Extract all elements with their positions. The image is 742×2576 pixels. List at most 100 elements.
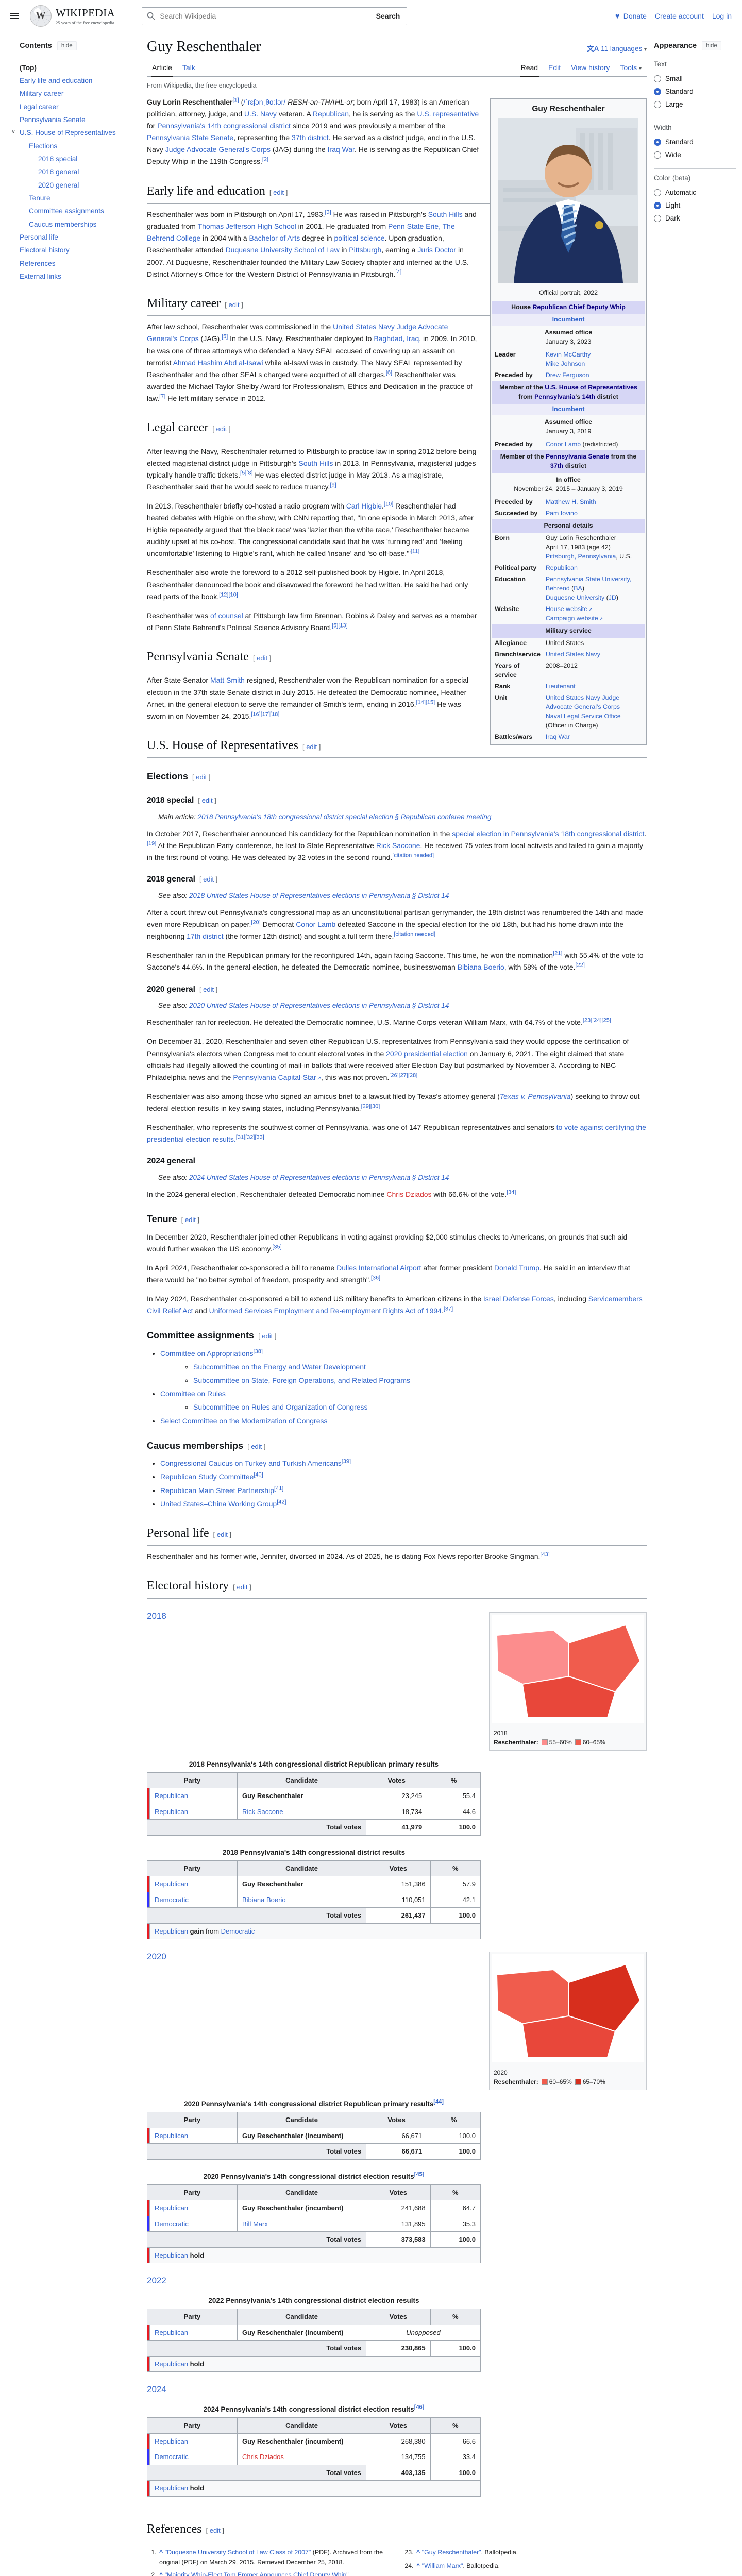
tab-view-history[interactable]: View history	[571, 63, 610, 72]
toc-item-military-career[interactable]: Military career	[20, 88, 142, 100]
wiki-link[interactable]: Pennsylvania Senate	[545, 453, 610, 461]
reference-sup[interactable]: [5][13]	[332, 622, 348, 629]
reference-marker[interactable]: [22]	[575, 962, 585, 969]
appearance-option-wide[interactable]: Wide	[654, 148, 736, 161]
appearance-hide-button[interactable]: hide	[702, 41, 721, 50]
backlink-caret[interactable]: ^	[416, 2549, 422, 2556]
reference-marker[interactable]: [11]	[410, 548, 420, 555]
wiki-link[interactable]: Duquesne University School of Law	[225, 246, 340, 255]
party-link[interactable]: Republican	[155, 1807, 189, 1816]
edit-link[interactable]: edit	[209, 2526, 221, 2534]
wiki-link[interactable]: special election in Pennsylvania's 18th …	[452, 829, 645, 838]
radio-icon[interactable]	[654, 138, 661, 146]
wiki-link[interactable]: Uniformed Services Employment and Re-emp…	[209, 1307, 442, 1315]
languages-button[interactable]: 文A 11 languages ▾	[587, 45, 647, 53]
reference-marker[interactable]: [40]	[254, 1471, 263, 1478]
reference-marker[interactable]: [31][32][33]	[235, 1134, 264, 1141]
reference-sup[interactable]: [10]	[384, 501, 393, 507]
reference-sup[interactable]: [4]	[395, 269, 401, 275]
wiki-link[interactable]: Subcommittee on Rules and Organization o…	[193, 1403, 368, 1412]
party-link[interactable]: Republican	[155, 2437, 189, 2445]
toc-item-2018-special[interactable]: 2018 special	[20, 152, 142, 165]
reference-sup[interactable]: [19]	[147, 840, 156, 846]
party-link[interactable]: Democratic	[155, 2453, 189, 2461]
contents-hide-button[interactable]: hide	[57, 41, 77, 50]
wiki-link[interactable]: Naval Legal Service Office	[545, 712, 621, 720]
wiki-link[interactable]: Israel Defense Forces	[483, 1295, 554, 1303]
edit-link[interactable]: edit	[262, 1332, 273, 1341]
toc-link[interactable]: Elections	[29, 142, 58, 150]
reference-sup[interactable]: [42]	[277, 1499, 286, 1505]
reference-sup[interactable]: [39]	[342, 1459, 351, 1465]
wiki-link[interactable]: /ˈrɛʃənˌθɑːlər/	[243, 98, 286, 106]
edit-link[interactable]: edit	[228, 300, 240, 309]
wiki-link[interactable]: Republican	[545, 564, 578, 572]
toc-item-references[interactable]: References	[20, 257, 142, 270]
edit-link[interactable]: edit	[257, 654, 268, 662]
wiki-link[interactable]: Bill Marx	[242, 2219, 268, 2228]
reference-sup[interactable]: [6]	[386, 369, 392, 376]
appearance-option-automatic[interactable]: Automatic	[654, 186, 736, 199]
wiki-link[interactable]: Matt Smith	[210, 676, 245, 685]
reference-sup[interactable]: [31][32][33]	[236, 1134, 264, 1140]
tab-edit[interactable]: Edit	[548, 63, 561, 72]
wiki-link[interactable]: Lieutenant	[545, 682, 576, 690]
toc-link[interactable]: 2020 general	[38, 181, 79, 189]
backlink-caret[interactable]: ^	[159, 2549, 165, 2556]
wiki-link[interactable]: Bibiana Boerio	[457, 963, 504, 972]
reference-sup[interactable]: [22]	[576, 962, 585, 969]
collapse-arrow-icon[interactable]: ∨	[11, 128, 16, 135]
reference-marker[interactable]: [5]	[222, 333, 228, 340]
reference-marker[interactable]: [10]	[383, 501, 394, 507]
party-link[interactable]: Republican	[155, 1792, 189, 1800]
wiki-link[interactable]: 37th	[550, 462, 564, 470]
reference-sup[interactable]: [20]	[251, 920, 260, 926]
reference-title-link[interactable]: "Pennsylvania Elections - Office Results…	[422, 2575, 537, 2576]
wiki-link[interactable]: Pennsylvania's 14th congressional distri…	[157, 122, 291, 130]
wiki-link[interactable]: Texas v. Pennsylvania	[499, 1092, 571, 1100]
reference-sup[interactable]: [34]	[507, 1189, 516, 1195]
toc-link[interactable]: Military career	[20, 90, 64, 98]
toc-item-electoral-history[interactable]: Electoral history	[20, 244, 142, 257]
reference-marker[interactable]: [2]	[262, 156, 269, 163]
wiki-link[interactable]: Juris Doctor	[417, 246, 457, 255]
reference-marker[interactable]: [26][27][28]	[389, 1072, 418, 1079]
wiki-link[interactable]: Matthew H. Smith	[545, 498, 596, 506]
wiki-link[interactable]: United States Navy	[545, 650, 600, 658]
wiki-link[interactable]: Judge Advocate General's Corps	[165, 145, 271, 154]
reference-marker[interactable]: [16][17][18]	[251, 711, 280, 718]
toc-item-pennsylvania-senate[interactable]: Pennsylvania Senate	[20, 113, 142, 126]
party-link[interactable]: Democratic	[155, 2219, 189, 2228]
toc-item-personal-life[interactable]: Personal life	[20, 231, 142, 244]
reference-marker[interactable]: [29][30]	[361, 1103, 380, 1110]
reference-marker[interactable]: [44]	[433, 2098, 444, 2105]
wiki-link[interactable]: political science	[334, 234, 385, 243]
wiki-link[interactable]: Republican Chief Deputy Whip	[532, 303, 626, 311]
radio-icon[interactable]	[654, 100, 661, 108]
edit-link[interactable]: edit	[184, 1216, 196, 1224]
wiki-link[interactable]: Republican	[312, 110, 349, 118]
toc-link[interactable]: U.S. House of Representatives	[20, 129, 116, 137]
wiki-link[interactable]: Republican	[155, 1927, 189, 1935]
toc-item-early-life-and-education[interactable]: Early life and education	[20, 74, 142, 87]
radio-icon[interactable]	[654, 151, 661, 159]
wiki-link[interactable]: Republican	[155, 2484, 189, 2493]
toc-item-external-links[interactable]: External links	[20, 270, 142, 283]
toc-link[interactable]: (Top)	[20, 63, 37, 72]
wiki-link[interactable]: JD	[608, 594, 616, 602]
reference-marker[interactable]: [20]	[251, 919, 261, 926]
reference-marker[interactable]: [3]	[325, 209, 331, 216]
reference-title-link[interactable]: "Duquesne University School of Law Class…	[164, 2549, 311, 2556]
reference-marker[interactable]: [1]	[232, 97, 239, 104]
wiki-link[interactable]: Select Committee on the Modernization of…	[160, 1416, 328, 1425]
toc-item--top-[interactable]: (Top)	[20, 61, 142, 74]
party-link[interactable]: Democratic	[155, 1895, 189, 1904]
wiki-link[interactable]: Baghdad, Iraq	[374, 334, 419, 343]
reference-marker[interactable]: [42]	[277, 1498, 286, 1505]
edit-link[interactable]: edit	[237, 1583, 248, 1591]
reference-sup[interactable]: [38]	[254, 1348, 263, 1354]
toc-link[interactable]: Caucus memberships	[29, 220, 97, 228]
reference-marker[interactable]: [5][13]	[332, 622, 348, 629]
reference-marker[interactable]: [6]	[385, 369, 393, 376]
wiki-link[interactable]: Servicemembers Civil Relief Act	[147, 1295, 643, 1315]
